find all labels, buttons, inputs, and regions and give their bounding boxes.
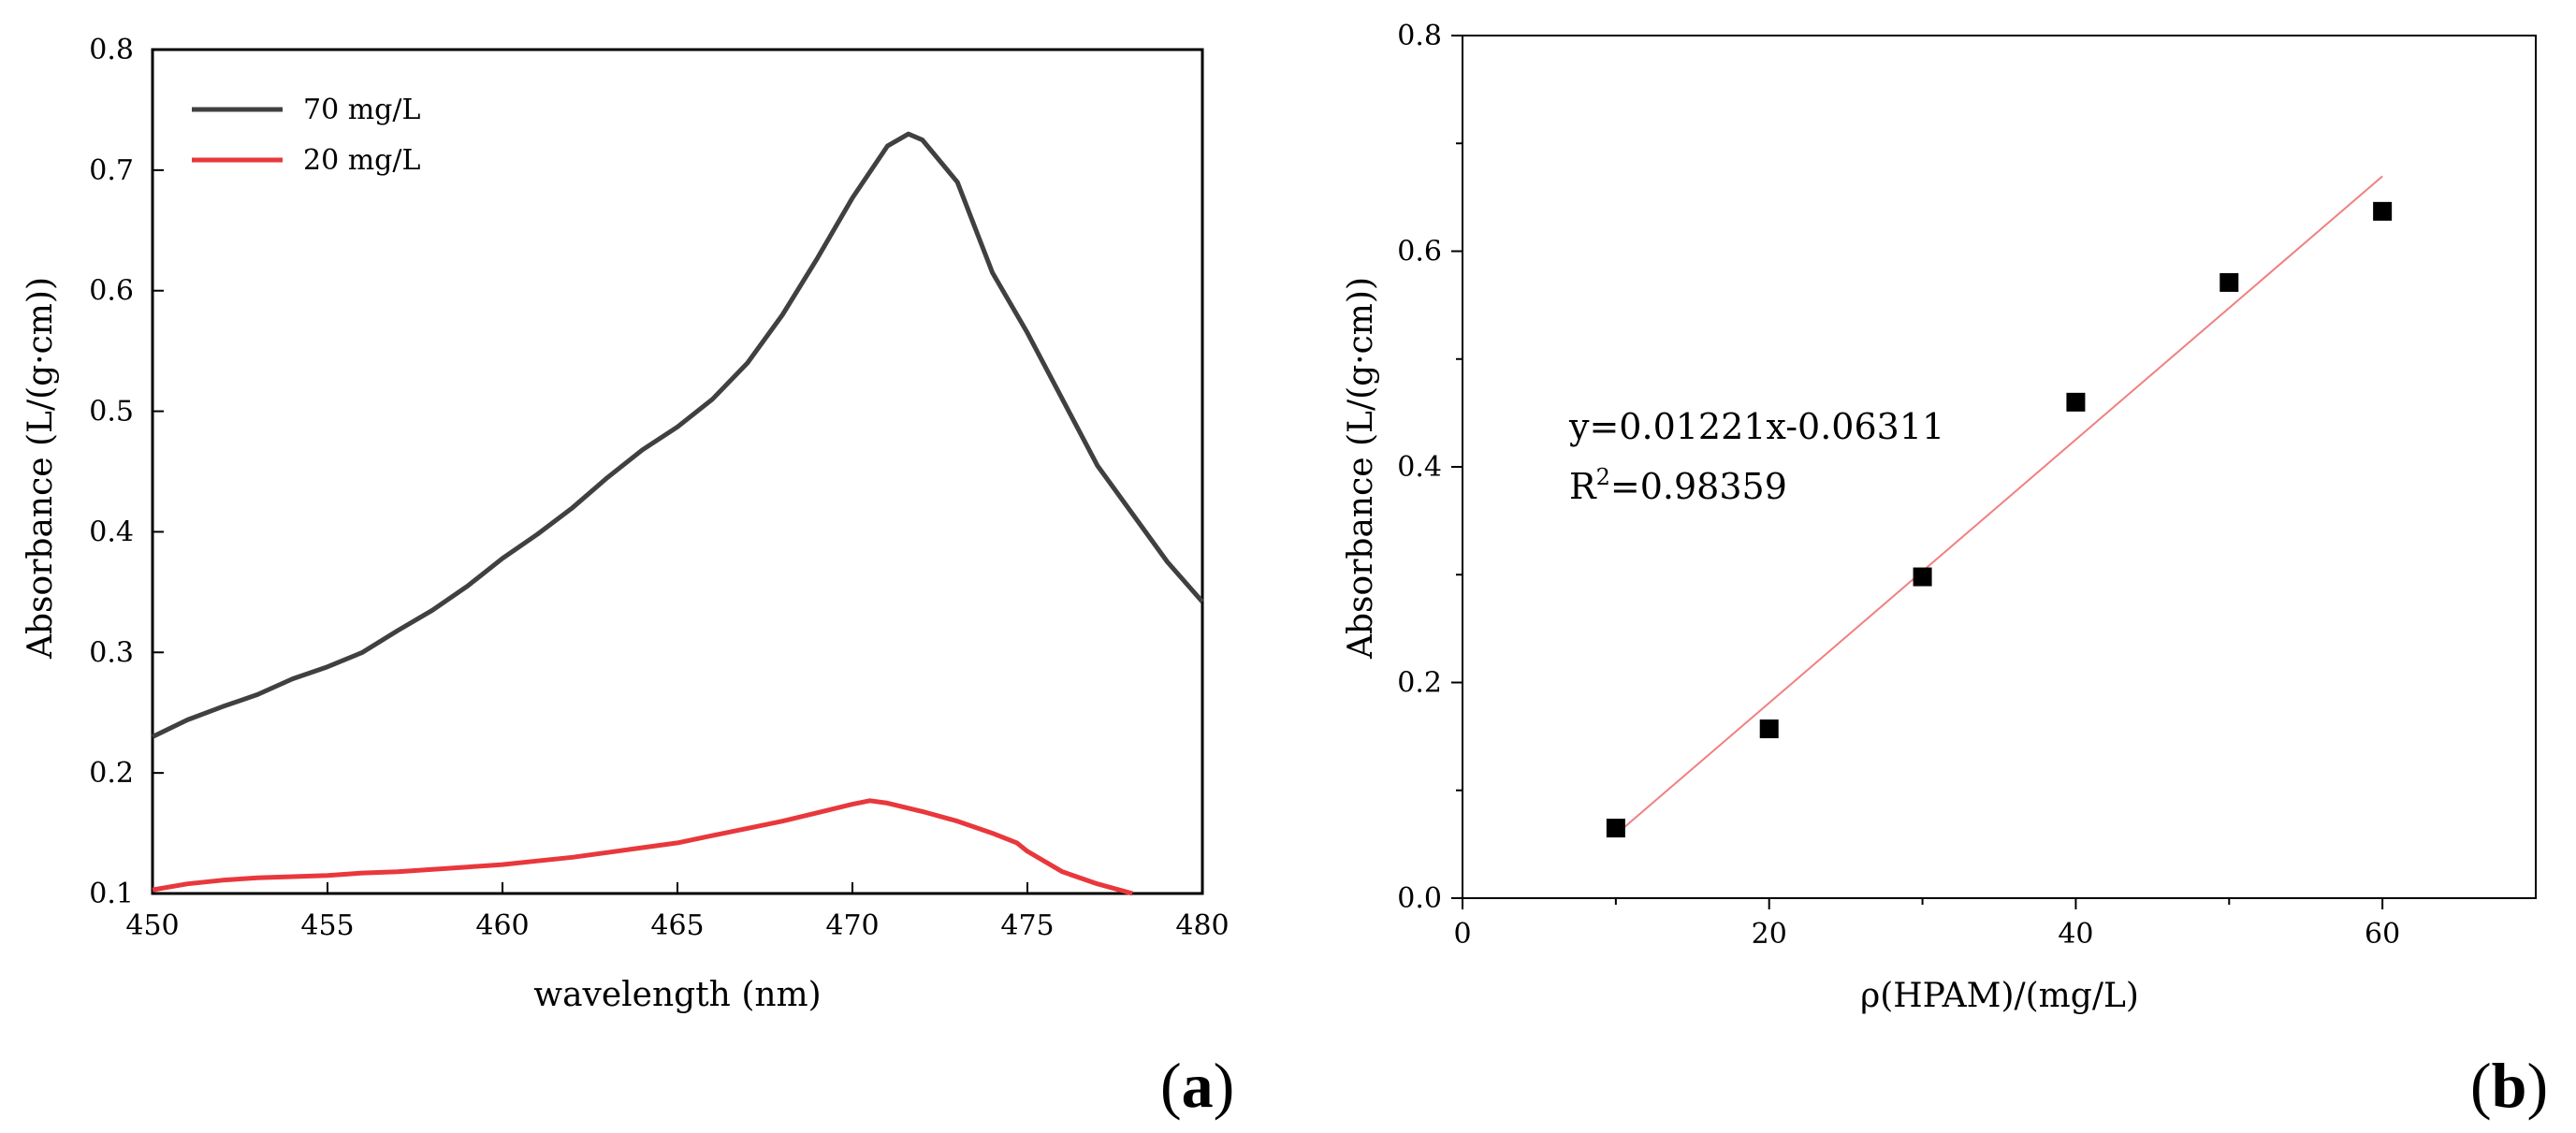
- b-x-tick-label-40: 40: [2058, 918, 2093, 951]
- data-point-60: [2373, 201, 2393, 221]
- x-tick-label-460: 460: [475, 909, 529, 942]
- x-tick-label-470: 470: [825, 909, 879, 942]
- b-y-tick-label-0: 0.0: [1397, 882, 1442, 915]
- data-point-50: [2219, 272, 2239, 292]
- panel-a-ticks: 450 455 460 465 470 475 480 0.1 0.2 0.3 0.4 0.5 0.6 0…: [89, 34, 1229, 942]
- panel-a-x-axis-title: wavelength (nm): [533, 976, 821, 1014]
- y-tick-label-0.6: 0.6: [89, 275, 134, 308]
- x-tick-label-450: 450: [125, 909, 179, 942]
- panel-b-chart: 0 20 40 60 0.0 0.2 0.4 0.6 0.8 y=0.01221x-0.0631…: [1342, 20, 2548, 1121]
- panel-a-label: (a): [1160, 1050, 1234, 1121]
- series-line-70-mg-L: [151, 131, 1204, 739]
- x-tick-label-465: 465: [650, 909, 704, 942]
- panel-b-label: (b): [2470, 1050, 2548, 1121]
- b-y-tick-label-0.8: 0.8: [1397, 20, 1442, 52]
- b-y-tick-label-0.2: 0.2: [1397, 667, 1442, 700]
- data-point-40: [2066, 392, 2086, 412]
- y-tick-label-0.7: 0.7: [89, 154, 134, 187]
- data-point-10: [1606, 819, 1625, 838]
- panel-b-fit: [1615, 175, 2383, 835]
- b-x-tick-label-60: 60: [2365, 918, 2400, 951]
- panel-a-chart: 450 455 460 465 470 475 480 0.1 0.2 0.3 0.4 0.5 0.6 0…: [22, 34, 1234, 1121]
- panel-b-x-axis-title: ρ(HPAM)/(mg/L): [1860, 977, 2139, 1015]
- y-tick-label-0.8: 0.8: [89, 34, 134, 66]
- x-tick-label-480: 480: [1175, 909, 1229, 942]
- x-tick-label-475: 475: [1000, 909, 1054, 942]
- panel-a-y-axis-title: Absorbance (L/(g·cm)): [22, 277, 60, 660]
- series-line-20-mg-L: [152, 798, 1133, 896]
- panel-a-legend: 70 mg/L 20 mg/L: [192, 94, 420, 177]
- fit-r-squared: R2=0.98359: [1569, 464, 1787, 507]
- panel-b-y-axis-title: Absorbance (L/(g·cm)): [1342, 277, 1380, 660]
- y-tick-label-0.2: 0.2: [89, 757, 134, 790]
- y-tick-label-0.4: 0.4: [89, 516, 134, 548]
- y-tick-label-0.1: 0.1: [89, 878, 134, 910]
- data-point-20: [1759, 719, 1779, 739]
- b-y-tick-label-0.6: 0.6: [1397, 236, 1442, 269]
- panel-b-ticks: 0 20 40 60 0.0 0.2 0.4 0.6 0.8: [1397, 20, 2400, 951]
- legend-label-70: 70 mg/L: [303, 94, 420, 126]
- x-tick-label-455: 455: [300, 909, 354, 942]
- fit-line: [1615, 175, 2383, 835]
- b-x-tick-label-20: 20: [1752, 918, 1787, 951]
- y-tick-label-0.5: 0.5: [89, 396, 134, 429]
- legend-label-20: 20 mg/L: [303, 144, 420, 177]
- b-x-tick-label-0: 0: [1453, 918, 1471, 951]
- b-y-tick-label-0.4: 0.4: [1397, 451, 1442, 484]
- data-point-30: [1913, 567, 1932, 587]
- panel-b-points: [1606, 201, 2393, 838]
- y-tick-label-0.3: 0.3: [89, 636, 134, 669]
- panel-a-series: [151, 131, 1204, 896]
- fit-equation: y=0.01221x-0.06311: [1568, 406, 1944, 447]
